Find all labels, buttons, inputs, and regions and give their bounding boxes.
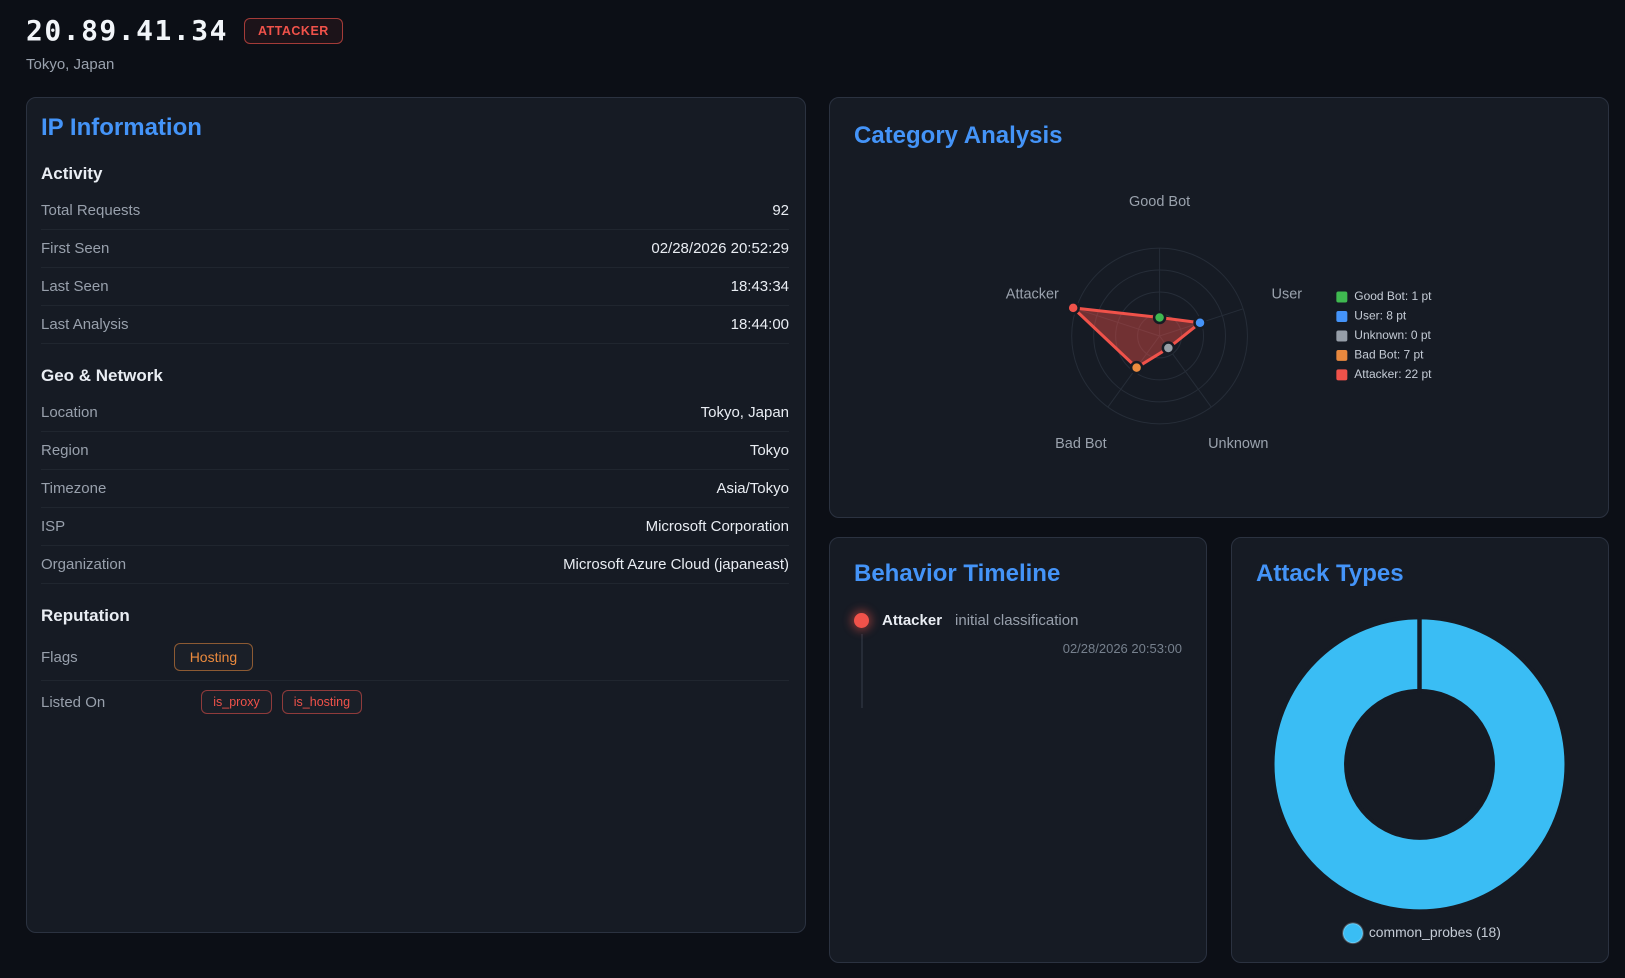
bottom-row: Behavior Timeline Attacker initial class… [829,537,1609,963]
timeline-event: Attacker initial classification [854,612,1182,708]
reputation-badge: is_hosting [281,690,363,714]
row-value: 92 [772,202,789,219]
row-label: Timezone [41,480,107,497]
behavior-timeline-panel: Behavior Timeline Attacker initial class… [829,537,1207,963]
section-heading: Activity [41,164,103,183]
attack-types-title: Attack Types [1256,560,1404,587]
info-row: Region Tokyo [41,432,789,470]
row-label: Location [41,404,98,421]
legend-swatch [1336,310,1348,322]
legend-swatch [1342,922,1364,945]
row-value: Asia/Tokyo [716,480,789,497]
info-row: ISP Microsoft Corporation [41,508,789,546]
main-grid: IP Information Activity Total Requests 92 F… [26,97,1609,963]
legend-swatch [1336,330,1348,342]
radar-legend-item[interactable]: Attacker: 22 pt [1336,367,1432,381]
reputation-badge: is_proxy [201,690,272,714]
right-column: Category Analysis Good Bot User Unknown Bad… [829,97,1609,963]
ip-address: 20.89.41.34 [26,14,228,47]
row-label: Last Analysis [41,316,129,333]
radar-axis-label: User [1272,286,1303,302]
info-row: First Seen 02/28/2026 20:52:29 [41,230,789,268]
info-row: Organization Microsoft Azure Cloud (japan… [41,546,789,584]
timeline-marker-icon [854,613,869,628]
radar-point [1066,301,1080,315]
row-value: Microsoft Azure Cloud (japaneast) [563,556,789,573]
legend-label: Good Bot: 1 pt [1354,289,1432,303]
ip-sections: Activity Total Requests 92 First Seen 02/28/… [41,164,789,723]
badge-group: Hosting [173,643,789,671]
donut-legend-item[interactable]: common_probes (18) [1342,922,1501,945]
attack-types-panel: Attack Types common_probes (18) [1231,537,1609,963]
behavior-timeline-title: Behavior Timeline [854,560,1061,587]
badge-group: is_proxy is_hosting [201,690,789,714]
radar-legend-item[interactable]: Unknown: 0 pt [1336,328,1432,342]
radar-axis-label: Bad Bot [1055,436,1106,452]
radar-point [1129,360,1144,375]
row-label: Flags [41,648,78,666]
row-label: First Seen [41,240,110,257]
radar-series-attacker [1071,306,1202,370]
legend-label: User: 8 pt [1354,309,1407,323]
row-label: Organization [41,556,127,573]
reputation-badge: Hosting [173,643,254,671]
info-row: Flags Hosting [41,634,789,681]
legend-label: Bad Bot: 7 pt [1354,348,1424,362]
info-row: Last Analysis 18:44:00 [41,306,789,344]
section-heading: Reputation [41,606,130,625]
info-row: Location Tokyo, Japan [41,394,789,432]
info-row: Total Requests 92 [41,192,789,230]
donut-inner-border [1344,688,1495,840]
legend-label: Unknown: 0 pt [1354,328,1431,342]
donut-chart[interactable]: common_probes (18) [1232,538,1608,962]
row-label: Last Seen [41,278,109,295]
row-value: 18:44:00 [730,316,789,333]
category-analysis-panel: Category Analysis Good Bot User Unknown Bad… [829,97,1609,518]
row-value: Microsoft Corporation [645,518,789,535]
event-timestamp: 02/28/2026 20:53:00 [1062,641,1182,656]
header-location: Tokyo, Japan [26,56,115,73]
radar-chart[interactable]: Good Bot User Unknown Bad Bot Attacker Good B… [830,98,1608,517]
radar-axis-label: Attacker [1006,286,1059,302]
row-value: Tokyo, Japan [700,404,789,421]
row-value: 18:43:34 [730,278,789,295]
row-label: ISP [41,518,66,535]
row-label: Region [41,442,89,459]
radar-legend-item[interactable]: User: 8 pt [1336,309,1407,323]
radar-legend-item[interactable]: Bad Bot: 7 pt [1336,348,1424,362]
radar-axis-label: Good Bot [1129,194,1190,210]
radar-grid-spoke [1075,308,1160,337]
legend-label: Attacker: 22 pt [1354,367,1432,381]
radar-point [1193,316,1207,330]
event-description: initial classification [955,612,1079,629]
timeline-connector [860,634,863,708]
event-category: Attacker [882,612,943,629]
section-heading: Geo & Network [41,366,163,385]
legend-swatch [1336,369,1348,381]
ip-information-panel: IP Information Activity Total Requests 92 F… [26,97,806,933]
radar-legend-item[interactable]: Good Bot: 1 pt [1336,289,1432,303]
legend-swatch [1336,291,1348,303]
header: 20.89.41.34 ATTACKER Tokyo, Japan [26,14,1609,73]
row-label: Total Requests [41,202,141,219]
classification-badge: ATTACKER [243,17,343,44]
row-label: Listed On [41,693,106,711]
row-value: Tokyo [749,442,789,459]
info-row: Timezone Asia/Tokyo [41,470,789,508]
category-analysis-title: Category Analysis [854,122,1063,149]
legend-swatch [1336,349,1348,361]
radar-axis-label: Unknown [1208,436,1268,452]
ip-information-title: IP Information [41,114,202,141]
info-row: Last Seen 18:43:34 [41,268,789,306]
radar-point [1152,310,1167,325]
radar-point [1161,341,1176,355]
info-row: Listed On is_proxy is_hosting [41,681,789,723]
row-value: 02/28/2026 20:52:29 [651,240,789,257]
legend-label: common_probes (18) [1369,924,1501,940]
